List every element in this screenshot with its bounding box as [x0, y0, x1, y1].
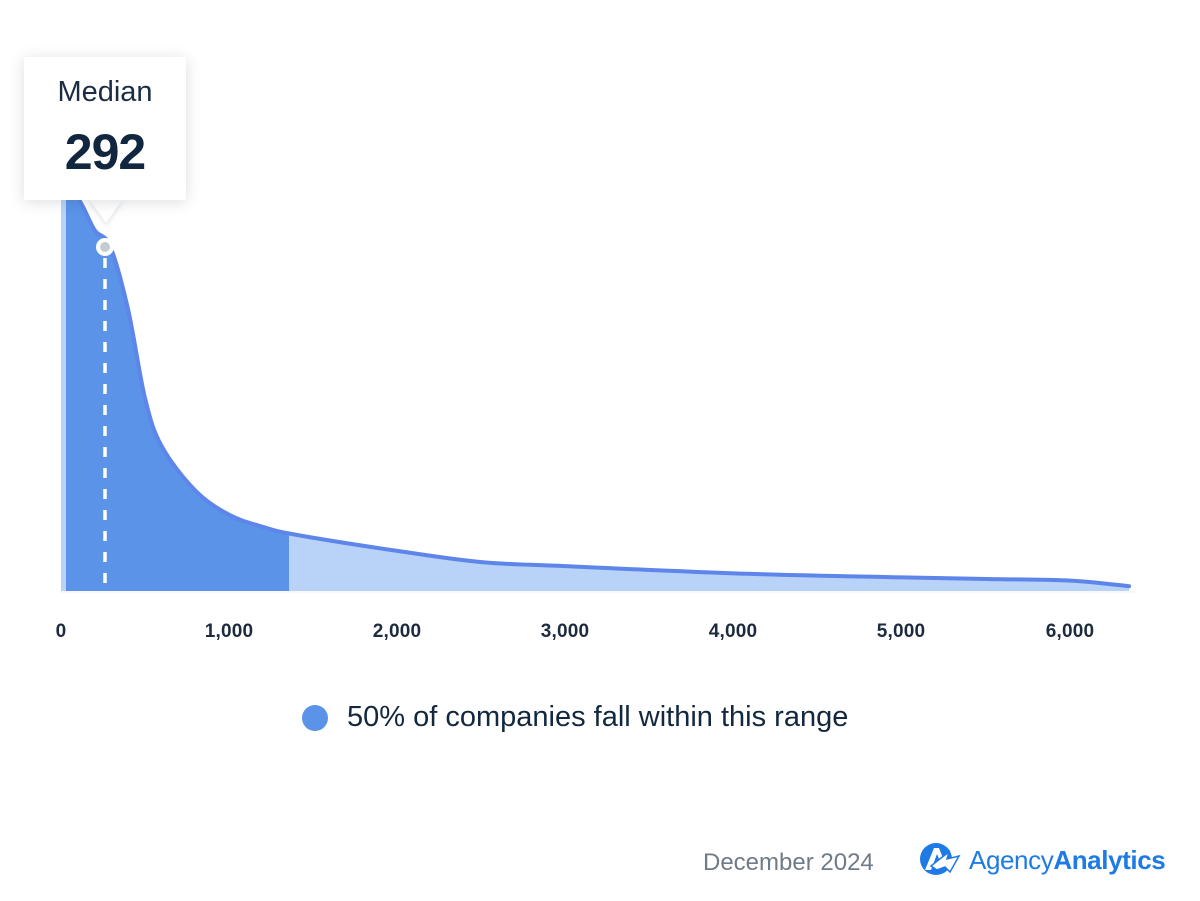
tooltip-pointer — [89, 199, 123, 223]
tooltip-value: 292 — [64, 124, 146, 180]
brand-logo: AgencyAnalytics — [919, 842, 1166, 878]
x-tick-2000: 2,000 — [372, 621, 422, 642]
x-tick-0: 0 — [55, 621, 67, 642]
legend: 50% of companies fall within this range — [302, 701, 848, 734]
agencyanalytics-logo-icon — [920, 843, 961, 875]
x-tick-3000: 3,000 — [540, 621, 590, 642]
x-tick-5000: 5,000 — [876, 621, 926, 642]
density-line — [59, 188, 1132, 589]
tooltip-label: Median — [57, 76, 153, 108]
brand-name: AgencyAnalytics — [969, 844, 1166, 875]
highlighted-range-area — [66, 191, 289, 591]
median-tooltip: Median 292 — [24, 57, 186, 200]
x-tick-4000: 4,000 — [708, 621, 758, 642]
legend-swatch — [302, 704, 328, 731]
x-tick-6000: 6,000 — [1045, 621, 1095, 642]
median-point-core — [100, 242, 110, 252]
x-tick-1000: 1,000 — [204, 621, 254, 642]
report-date: December 2024 — [703, 849, 874, 876]
legend-label: 50% of companies fall within this range — [347, 701, 849, 733]
